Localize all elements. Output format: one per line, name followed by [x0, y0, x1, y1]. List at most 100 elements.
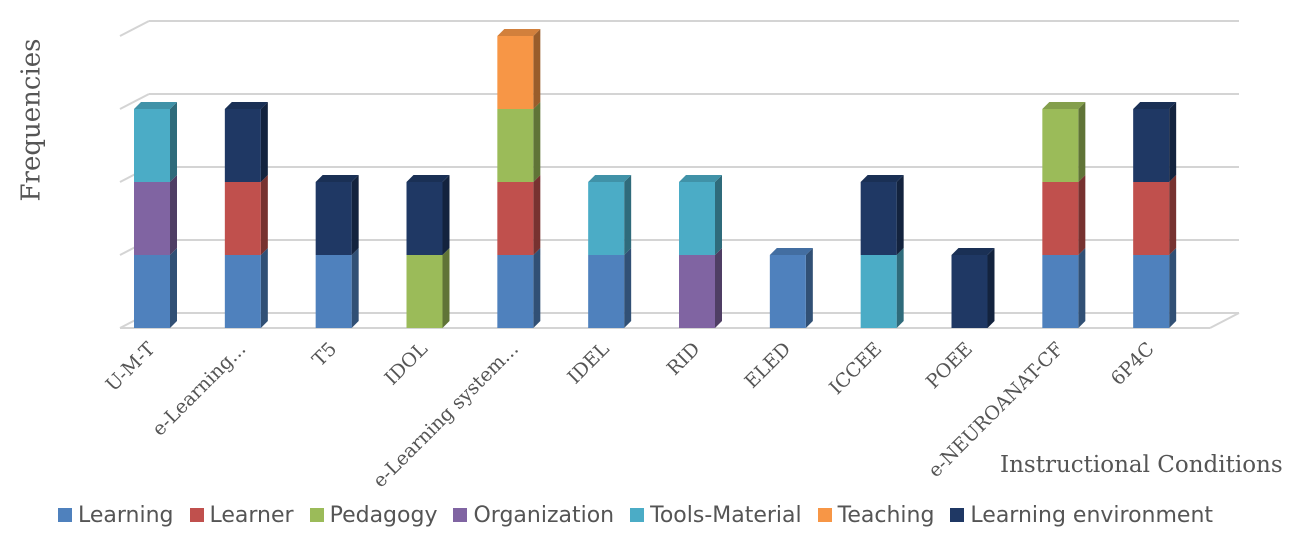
- y-axis-title: Frequencies: [16, 38, 47, 202]
- bar-top: [588, 175, 632, 182]
- legend-item: Tools-Material: [630, 503, 802, 528]
- x-tick-label: T5: [308, 338, 341, 371]
- bar-top: [1133, 102, 1177, 109]
- bar-pedagogy: [1042, 109, 1079, 182]
- bar-pedagogy: [406, 255, 443, 328]
- bar-side-pedagogy: [533, 102, 541, 182]
- x-tick-label: U-M-T: [102, 338, 160, 396]
- bar-learning: [769, 255, 806, 328]
- bar-top: [315, 175, 359, 182]
- bar-side-organization: [170, 175, 177, 255]
- legend-label: Learner: [209, 502, 294, 528]
- bar-learning-environment: [1133, 109, 1170, 182]
- legend-label: Organization: [473, 502, 615, 528]
- bar-teaching: [497, 36, 534, 109]
- bar-side-teaching: [533, 29, 541, 109]
- bar-organization: [679, 255, 715, 328]
- bar-side-tools-material: [170, 102, 177, 182]
- x-tick-label: IDEL: [563, 338, 614, 389]
- legend-item: Learning environment: [950, 503, 1213, 528]
- bar-top: [860, 175, 904, 182]
- legend-item: Teaching: [817, 502, 935, 528]
- bar-side-learning-environment: [896, 175, 904, 255]
- bar-tools-material: [134, 109, 170, 182]
- legend-swatch: [309, 508, 324, 522]
- bar-learner: [1042, 182, 1079, 255]
- bar-organization: [134, 182, 170, 255]
- legend-label: Tools-Material: [650, 502, 802, 528]
- bar-tools-material: [679, 182, 715, 255]
- legend-swatch: [950, 508, 965, 522]
- legend-swatch: [630, 508, 645, 522]
- bar-pedagogy: [497, 109, 534, 182]
- bar-learning: [315, 255, 352, 328]
- bar-side-tools-material: [896, 248, 904, 328]
- x-tick-label: ICCEE: [825, 338, 886, 399]
- bar-learning: [497, 255, 534, 328]
- bar-top: [951, 248, 995, 255]
- bar-learner: [497, 182, 534, 255]
- bar-learning-environment: [951, 255, 988, 328]
- bar-top: [406, 175, 450, 182]
- x-tick-label: ELED: [741, 338, 796, 393]
- legend-item: Pedagogy: [309, 502, 438, 528]
- bar-side-learning-environment: [442, 175, 450, 255]
- x-tick-label: e-Learning system...: [369, 338, 523, 492]
- bar-top: [679, 175, 722, 182]
- x-axis-title: Instructional Conditions: [1000, 452, 1283, 478]
- x-tick-label: e-Learning...: [148, 338, 250, 440]
- bar-learning-environment: [224, 109, 261, 182]
- gridline-depth: [119, 20, 150, 37]
- bar-learning: [134, 255, 170, 328]
- bar-learner: [224, 182, 261, 255]
- bar-learner: [1133, 182, 1170, 255]
- bar-side-learner: [1078, 175, 1086, 255]
- bar-learning-environment: [315, 182, 352, 255]
- bar-tools-material: [588, 182, 625, 255]
- bar-learning-environment: [860, 182, 897, 255]
- legend-item: Organization: [453, 503, 614, 528]
- bar-side-learner: [260, 175, 268, 255]
- bar-side-pedagogy: [442, 248, 450, 328]
- bar-top: [134, 102, 177, 109]
- legend-label: Teaching: [837, 502, 935, 528]
- bar-side-learning-environment: [987, 248, 995, 328]
- bar-learning: [1133, 255, 1170, 328]
- x-tick-label: POEE: [922, 338, 977, 393]
- bar-learning: [588, 255, 625, 328]
- bar-side-learner: [1169, 175, 1177, 255]
- bar-side-learning: [170, 248, 177, 328]
- bar-side-learning-environment: [1169, 102, 1177, 182]
- legend-item: Learning: [58, 503, 174, 528]
- bar-learning: [1042, 255, 1079, 328]
- legend-swatch: [453, 508, 468, 522]
- bar-top: [769, 248, 813, 255]
- bar-top: [1042, 102, 1086, 109]
- legend-swatch: [817, 508, 832, 522]
- bar-side-learning-environment: [260, 102, 268, 182]
- bar-learning-environment: [406, 182, 443, 255]
- bar-side-learning: [351, 248, 359, 328]
- bar-side-learning: [1169, 248, 1177, 328]
- bar-side-learning: [260, 248, 268, 328]
- bar-side-learner: [533, 175, 541, 255]
- bar-top: [224, 102, 268, 109]
- legend-label: Pedagogy: [329, 502, 438, 528]
- bar-side-learning: [624, 248, 632, 328]
- bar-side-learning-environment: [351, 175, 359, 255]
- legend-label: Learning: [78, 502, 174, 528]
- bar-side-tools-material: [715, 175, 722, 255]
- bar-side-learning: [533, 248, 541, 328]
- floor-right-edge: [1209, 312, 1240, 329]
- legend-swatch: [58, 508, 72, 522]
- x-tick-label: RID: [663, 338, 705, 380]
- bar-top: [497, 29, 541, 36]
- gridline-depth: [119, 93, 150, 110]
- x-tick-label: IDOL: [380, 338, 432, 390]
- bar-tools-material: [860, 255, 897, 328]
- y-axis-title-wrap: Frequencies: [6, 0, 56, 240]
- legend-swatch: [189, 508, 204, 522]
- legend: Learning Learner Pedagogy Organization Tools…: [58, 500, 1229, 530]
- bar-side-pedagogy: [1078, 102, 1086, 182]
